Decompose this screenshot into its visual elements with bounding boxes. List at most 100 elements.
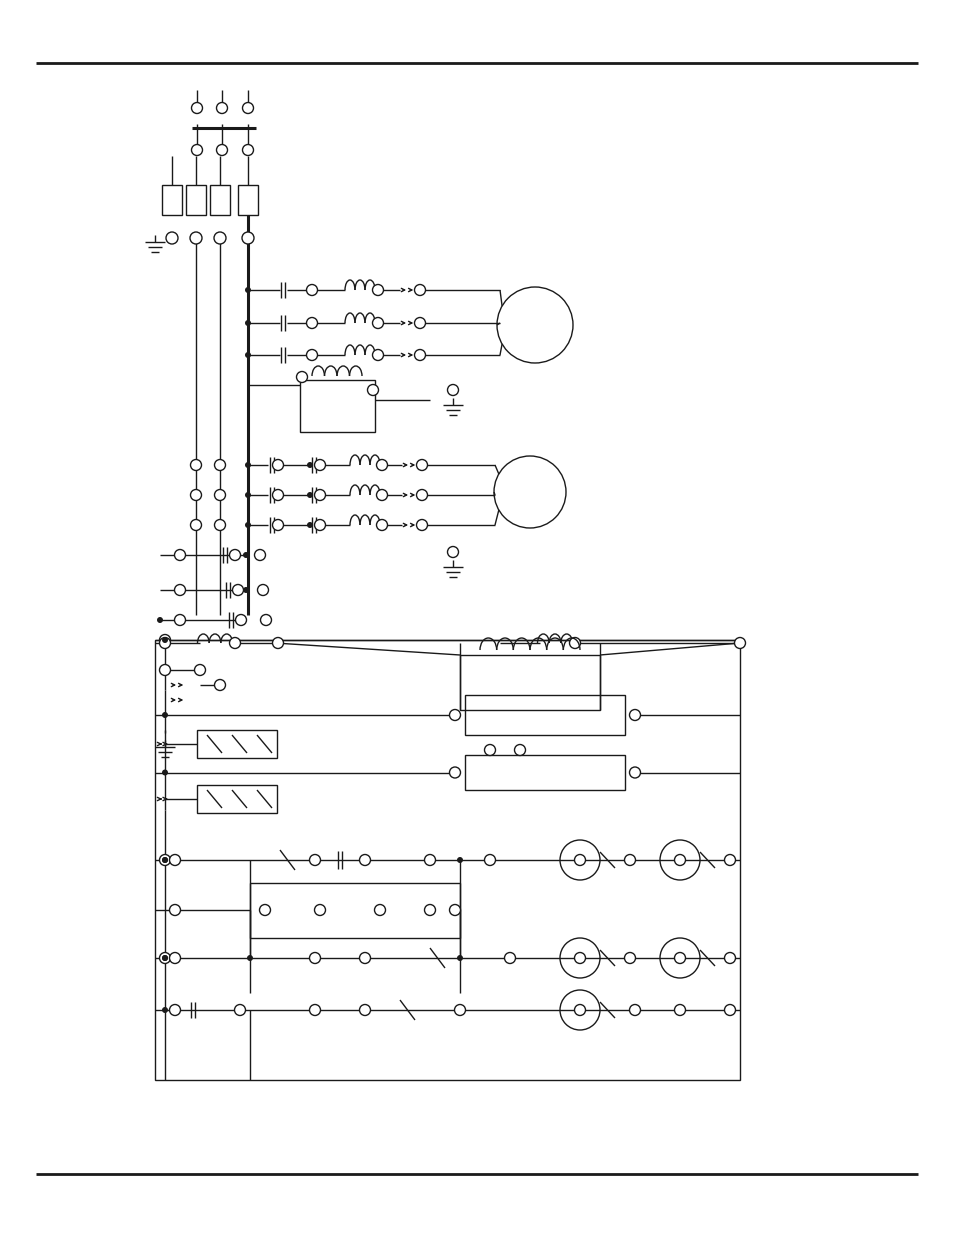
Circle shape (624, 952, 635, 963)
Circle shape (257, 584, 268, 595)
Circle shape (447, 547, 458, 557)
Circle shape (309, 855, 320, 866)
Circle shape (449, 767, 460, 778)
Circle shape (170, 904, 180, 915)
Bar (464, 695, 624, 735)
Circle shape (414, 350, 425, 361)
Circle shape (166, 232, 178, 245)
Circle shape (376, 459, 387, 471)
Circle shape (574, 1004, 585, 1015)
Circle shape (306, 317, 317, 329)
Circle shape (624, 855, 635, 866)
Circle shape (674, 855, 685, 866)
Circle shape (242, 103, 253, 114)
Circle shape (159, 664, 171, 676)
Circle shape (414, 284, 425, 295)
Circle shape (484, 855, 495, 866)
Circle shape (170, 855, 180, 866)
Circle shape (359, 855, 370, 866)
Circle shape (416, 520, 427, 531)
Circle shape (273, 520, 283, 531)
Circle shape (214, 489, 225, 500)
Circle shape (235, 615, 246, 625)
Circle shape (309, 952, 320, 963)
Circle shape (245, 287, 251, 293)
Circle shape (629, 709, 639, 720)
Circle shape (216, 103, 227, 114)
Circle shape (367, 384, 378, 395)
Bar (459, 655, 599, 710)
Circle shape (376, 489, 387, 500)
Circle shape (159, 637, 171, 648)
Circle shape (170, 1004, 180, 1015)
Circle shape (243, 552, 249, 558)
Circle shape (296, 372, 307, 383)
Circle shape (504, 952, 515, 963)
Circle shape (273, 637, 283, 648)
Circle shape (192, 103, 202, 114)
Circle shape (247, 955, 253, 961)
Circle shape (723, 855, 735, 866)
Circle shape (190, 232, 202, 245)
Circle shape (376, 520, 387, 531)
Circle shape (456, 857, 462, 863)
Circle shape (174, 584, 185, 595)
Circle shape (449, 709, 460, 720)
Circle shape (191, 459, 201, 471)
Bar (250, 883, 459, 939)
Circle shape (307, 522, 313, 529)
Circle shape (245, 522, 251, 529)
Circle shape (214, 520, 225, 531)
Circle shape (162, 955, 168, 961)
Bar (196, 785, 276, 813)
Circle shape (162, 1007, 168, 1013)
Circle shape (174, 615, 185, 625)
Circle shape (162, 857, 168, 863)
Circle shape (456, 955, 462, 961)
Circle shape (259, 904, 271, 915)
Circle shape (214, 459, 225, 471)
Circle shape (454, 1004, 465, 1015)
Bar (196, 730, 276, 758)
Circle shape (243, 587, 249, 593)
Circle shape (273, 459, 283, 471)
Circle shape (514, 745, 525, 756)
Circle shape (359, 1004, 370, 1015)
Circle shape (157, 618, 163, 622)
Circle shape (424, 904, 435, 915)
Circle shape (170, 952, 180, 963)
Circle shape (574, 855, 585, 866)
Circle shape (424, 855, 435, 866)
Circle shape (159, 635, 171, 646)
Circle shape (449, 904, 460, 915)
Circle shape (307, 492, 313, 498)
Circle shape (359, 952, 370, 963)
Circle shape (159, 952, 171, 963)
Circle shape (306, 350, 317, 361)
Circle shape (191, 520, 201, 531)
Circle shape (414, 317, 425, 329)
Circle shape (314, 904, 325, 915)
Circle shape (245, 492, 251, 498)
Circle shape (574, 952, 585, 963)
Circle shape (233, 584, 243, 595)
Circle shape (734, 637, 744, 648)
Circle shape (242, 232, 253, 245)
Bar (464, 755, 624, 790)
Circle shape (230, 550, 240, 561)
Circle shape (245, 462, 251, 468)
Circle shape (174, 550, 185, 561)
Circle shape (254, 550, 265, 561)
Circle shape (245, 320, 251, 326)
Bar (162, 185, 182, 215)
Circle shape (159, 855, 171, 866)
Circle shape (162, 769, 168, 776)
Circle shape (569, 637, 579, 648)
Circle shape (306, 284, 317, 295)
Circle shape (416, 489, 427, 500)
Circle shape (484, 745, 495, 756)
Circle shape (230, 637, 240, 648)
Circle shape (213, 232, 226, 245)
Circle shape (162, 713, 168, 718)
Circle shape (314, 459, 325, 471)
